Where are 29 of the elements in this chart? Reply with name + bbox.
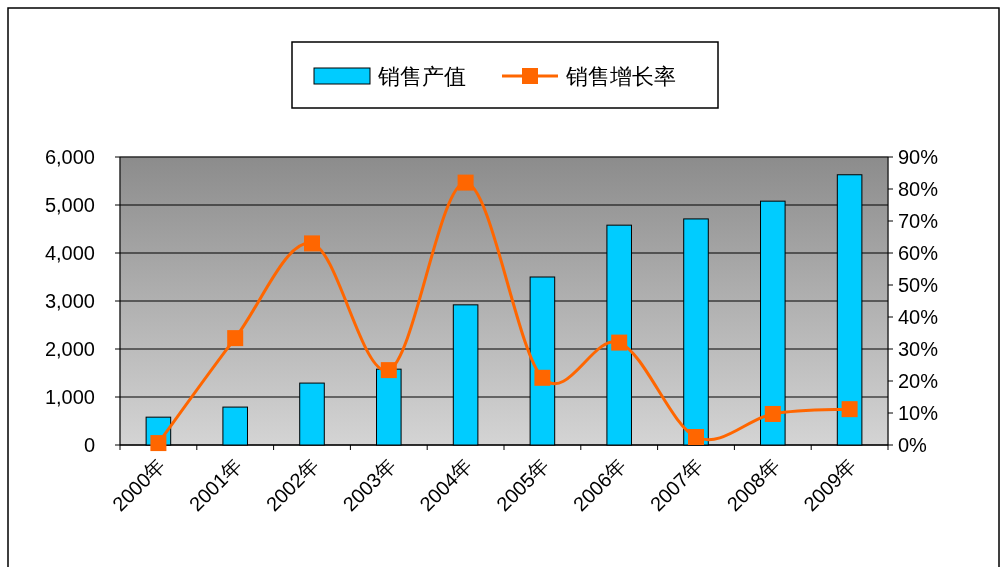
y-tick-label: 6,000 xyxy=(44,146,95,168)
legend-label: 销售增长率 xyxy=(565,64,676,89)
y2-tick-label: 90% xyxy=(898,146,939,168)
y2-tick-label: 80% xyxy=(898,178,939,200)
point xyxy=(150,435,167,452)
point xyxy=(611,334,628,351)
y2-tick-label: 20% xyxy=(898,370,939,392)
y-tick-label: 4,000 xyxy=(44,242,95,264)
point xyxy=(304,235,320,252)
y2-tick-label: 60% xyxy=(898,242,939,264)
y-tick-label: 0 xyxy=(83,434,95,456)
y2-tick-label: 30% xyxy=(898,338,939,360)
point xyxy=(534,369,551,386)
y2-tick-label: 70% xyxy=(898,210,939,232)
y2-tick-label: 50% xyxy=(898,274,939,296)
y2-tick-label: 0% xyxy=(898,434,928,456)
y-tick-label: 1,000 xyxy=(44,386,95,408)
point xyxy=(764,405,781,422)
y-tick-label: 3,000 xyxy=(44,290,95,312)
point xyxy=(227,330,244,347)
point xyxy=(841,401,858,418)
y2-tick-label: 40% xyxy=(898,306,939,328)
y2-tick-label: 10% xyxy=(898,402,939,424)
y-tick-label: 2,000 xyxy=(44,338,95,360)
point xyxy=(688,429,704,445)
y-tick-label: 5,000 xyxy=(44,194,95,216)
point xyxy=(457,174,474,191)
legend-label: 销售产值 xyxy=(377,64,466,89)
point xyxy=(380,362,397,379)
